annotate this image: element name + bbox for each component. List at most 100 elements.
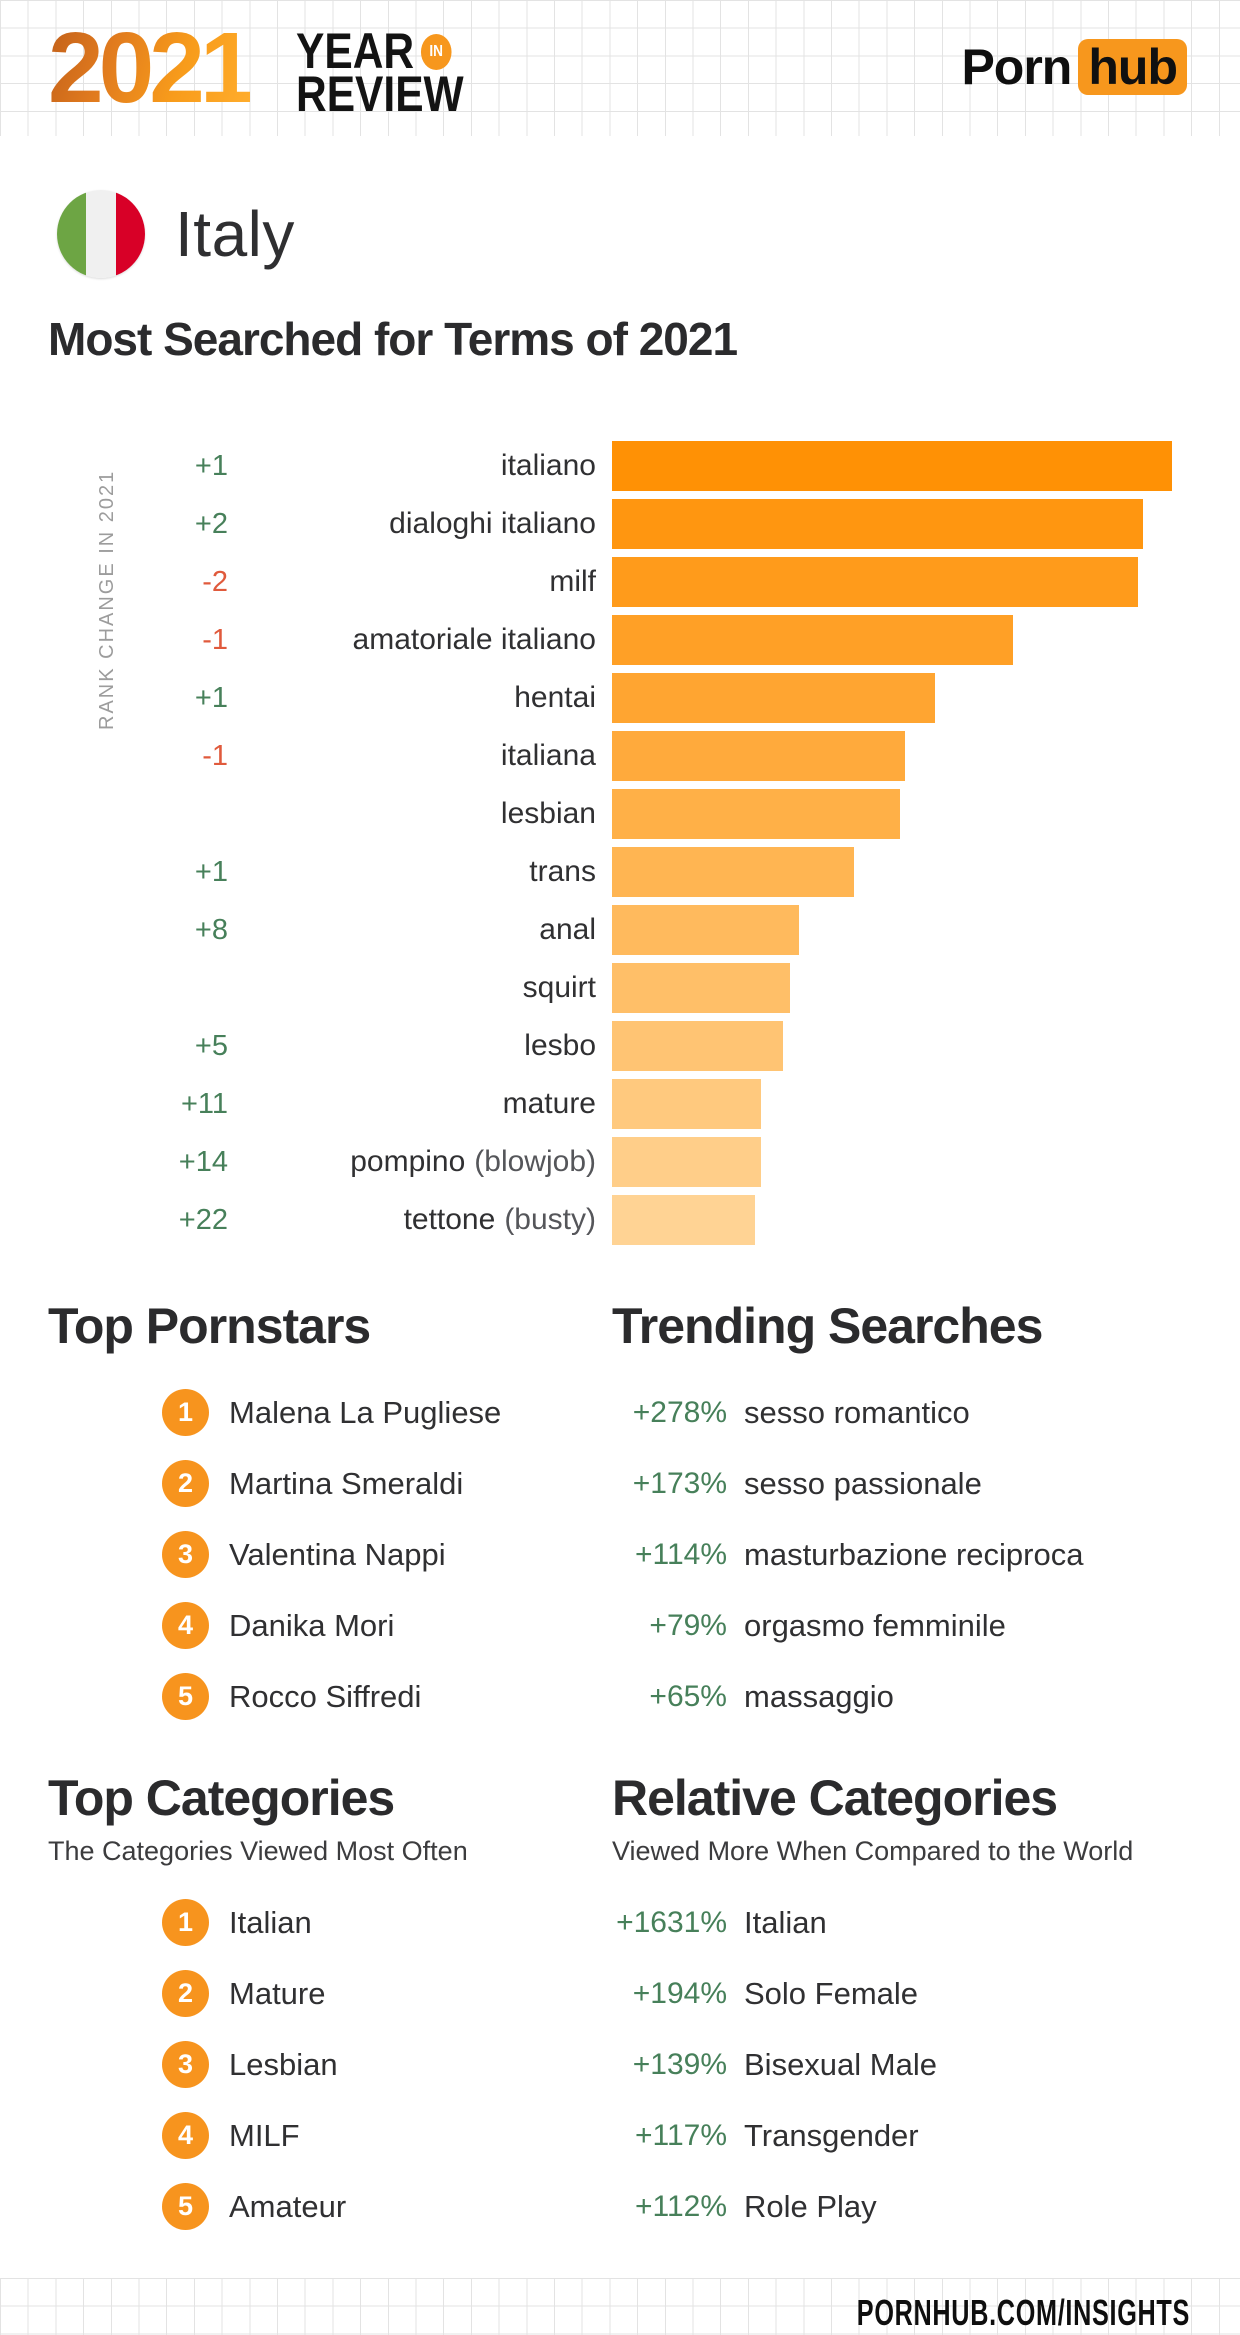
top-categories-subtitle: The Categories Viewed Most Often [48, 1836, 468, 1866]
list-item: 5 Amateur [48, 2171, 346, 2242]
most-searched-terms-chart: +1 italiano +2 dialoghi italiano -2 milf… [0, 437, 1240, 1249]
search-term: dialoghi italiano [389, 507, 596, 540]
chart-row: +22 tettone (busty) [0, 1191, 1240, 1249]
percent-change: +112% [634, 2189, 727, 2223]
search-term: sesso passionale [744, 1465, 982, 1501]
in-badge-icon: IN [420, 33, 452, 70]
rank-change: +11 [180, 1087, 228, 1120]
chart-bar [612, 1079, 761, 1129]
percent-change: +139% [632, 2047, 727, 2081]
page-title: Most Searched for Terms of 2021 [48, 313, 738, 365]
search-term: amatoriale italiano [352, 623, 596, 656]
list-item: 4 MILF [48, 2100, 346, 2171]
country-header: Italy [57, 190, 295, 278]
chart-bar [612, 789, 900, 839]
top-categories-heading: Top Categories [48, 1770, 395, 1826]
rank-change: +8 [194, 913, 228, 946]
pornhub-logo: Porn hub [961, 38, 1187, 96]
trending-searches-list: +278% sesso romantico +173% sesso passio… [612, 1377, 1084, 1732]
rank-change: +1 [194, 855, 228, 888]
search-term: lesbo [524, 1029, 596, 1062]
search-term-translation: (busty) [504, 1203, 596, 1236]
category-name: Lesbian [229, 2046, 338, 2082]
percent-change: +114% [634, 1537, 727, 1571]
category-name: Bisexual Male [744, 2046, 937, 2082]
background-grid-bottom [0, 2278, 1240, 2335]
chart-row: -1 amatoriale italiano [0, 611, 1240, 669]
background-grid-top [0, 0, 1240, 136]
search-term: sesso romantico [744, 1394, 970, 1430]
trending-searches-heading: Trending Searches [612, 1298, 1043, 1354]
list-item: 4 Danika Mori [48, 1590, 501, 1661]
chart-row: +8 anal [0, 901, 1240, 959]
chart-row: -1 italiana [0, 727, 1240, 785]
rank-badge: 2 [162, 1460, 209, 1507]
rank-change: +14 [178, 1145, 228, 1178]
year-word: YEAR [296, 23, 415, 79]
chart-row: +1 hentai [0, 669, 1240, 727]
chart-bar [612, 1195, 755, 1245]
category-name: Amateur [229, 2188, 347, 2224]
percent-change: +173% [632, 1466, 727, 1500]
rank-badge: 1 [162, 1899, 209, 1946]
rank-badge: 3 [162, 1531, 209, 1578]
pornstar-name: Martina Smeraldi [229, 1465, 464, 1501]
list-item: +117% Transgender [612, 2100, 937, 2171]
relative-categories-heading: Relative Categories [612, 1770, 1058, 1826]
rank-badge: 5 [162, 2183, 209, 2230]
chart-bar [612, 673, 936, 723]
chart-bar [612, 731, 905, 781]
relative-categories-list: +1631% Italian +194% Solo Female +139% B… [612, 1887, 937, 2242]
top-categories-list: 1 Italian 2 Mature 3 Lesbian 4 MILF 5 Am… [48, 1887, 346, 2242]
percent-change: +117% [634, 2118, 727, 2152]
rank-change: -2 [202, 565, 228, 598]
country-name: Italy [175, 198, 295, 270]
rank-change: +22 [178, 1203, 228, 1236]
pornhub-logo-hub: hub [1078, 39, 1187, 95]
search-term: italiana [500, 739, 596, 772]
category-name: Transgender [744, 2117, 919, 2153]
chart-row: lesbian [0, 785, 1240, 843]
search-term: massaggio [744, 1678, 894, 1714]
search-term: trans [529, 855, 596, 888]
category-name: Italian [744, 1904, 827, 1940]
percent-change: +194% [632, 1976, 727, 2010]
category-name: Role Play [744, 2188, 877, 2224]
rank-change: +5 [194, 1029, 228, 1062]
rank-badge: 3 [162, 2041, 209, 2088]
chart-row: squirt [0, 959, 1240, 1017]
list-item: +278% sesso romantico [612, 1377, 1083, 1448]
chart-row: +2 dialoghi italiano [0, 495, 1240, 553]
rank-change: -1 [202, 623, 228, 656]
chart-row: +1 trans [0, 843, 1240, 901]
pornstar-name: Danika Mori [229, 1607, 395, 1643]
list-item: 2 Martina Smeraldi [48, 1448, 501, 1519]
chart-bar [612, 963, 791, 1013]
search-term: hentai [514, 681, 596, 714]
chart-row: -2 milf [0, 553, 1240, 611]
year-in-review-wordmark: YEAR IN REVIEW [296, 23, 464, 122]
rank-badge: 4 [162, 1602, 209, 1649]
flag-stripe-white [86, 190, 116, 278]
chart-row: +11 mature [0, 1075, 1240, 1133]
rank-badge: 5 [162, 1673, 209, 1720]
search-term: milf [549, 565, 596, 598]
list-item: +79% orgasmo femminile [612, 1590, 1083, 1661]
review-word: REVIEW [296, 66, 464, 122]
list-item: 1 Italian [48, 1887, 346, 1958]
chart-bar [612, 499, 1143, 549]
pornstar-name: Rocco Siffredi [229, 1678, 422, 1714]
list-item: +114% masturbazione reciproca [612, 1519, 1083, 1590]
rank-change: +1 [194, 449, 228, 482]
search-term: squirt [522, 971, 596, 1004]
percent-change: +65% [649, 1679, 727, 1713]
rank-change: +1 [194, 681, 228, 714]
list-item: 3 Lesbian [48, 2029, 346, 2100]
top-pornstars-list: 1 Malena La Pugliese 2 Martina Smeraldi … [48, 1377, 501, 1732]
rank-change: +2 [194, 507, 228, 540]
rank-change: -1 [202, 739, 228, 772]
chart-bar [612, 557, 1138, 607]
chart-bar [612, 1021, 783, 1071]
search-term: orgasmo femminile [744, 1607, 1006, 1643]
chart-bar [612, 441, 1172, 491]
